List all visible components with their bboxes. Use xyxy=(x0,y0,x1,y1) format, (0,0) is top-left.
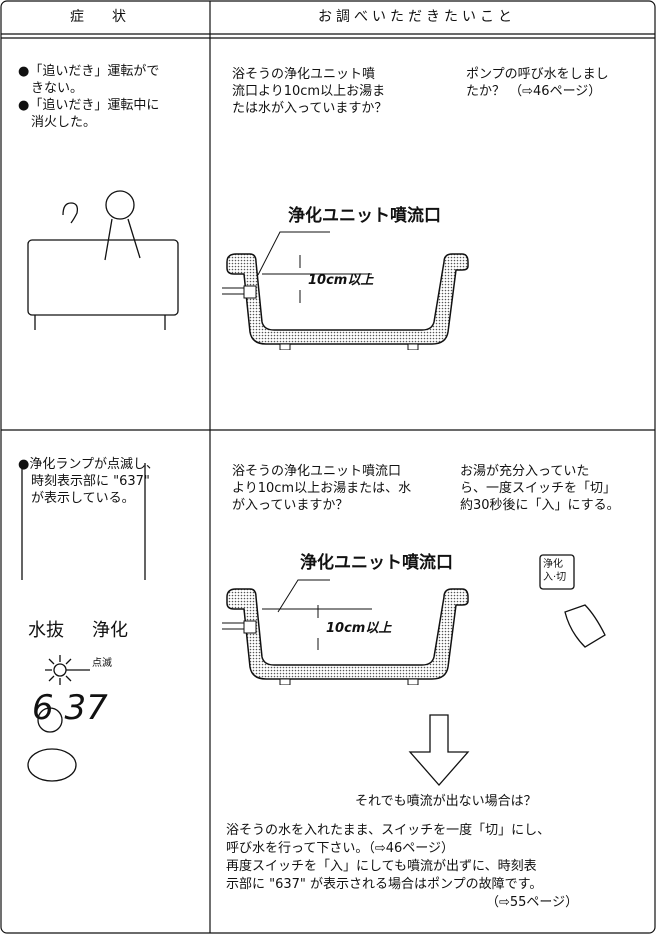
display-label: 浄化 xyxy=(92,620,128,641)
display-label: 水抜 xyxy=(28,620,64,641)
symptom: ●「追いだき」運転がで きない。 ●「追いだき」運転中に 消火した。 xyxy=(18,63,159,131)
text-line: 浴そうの浄化ユニット噴流口 xyxy=(232,464,402,479)
text-line: が表示している。 xyxy=(18,491,135,506)
check: ポンプの呼び水をしまし たか？ （⇨46ページ） xyxy=(466,66,609,100)
text-line: 時刻表示部に "637" xyxy=(18,474,150,489)
text-line: ら、一度スイッチを「切」 xyxy=(460,481,617,496)
text-line: 約30秒後に「入」にする。 xyxy=(460,498,620,513)
check: 浴そうの浄化ユニット噴 流口より10cm以上お湯ま たは水が入っていますか？ xyxy=(232,66,387,117)
text-line: 入·切 xyxy=(543,572,567,583)
text-line: ●浄化ランプが点滅し、 xyxy=(18,457,159,472)
text-line: たか？ （⇨46ページ） xyxy=(466,84,602,99)
text-line: 浴そうの水を入れたまま、スイッチを一度「切」にし、 xyxy=(226,823,551,838)
text-line: より10cm以上お湯または、水 xyxy=(232,481,412,496)
symptom: ●浄化ランプが点滅し、 時刻表示部に "637" が表示している。 xyxy=(18,456,159,507)
blink-label: 点滅 xyxy=(92,658,112,669)
text-line: （⇨55ページ） xyxy=(486,895,579,910)
text-line: ●「追いだき」運転中に xyxy=(18,98,160,113)
header-symptom: 症 状 xyxy=(70,9,126,25)
depth-label: 10cm以上 xyxy=(326,621,392,636)
text-line: 消火した。 xyxy=(18,115,97,130)
text-line: ●「追いだき」運転がで xyxy=(18,64,160,79)
diagram-label: 浄化ユニット噴流口 xyxy=(288,206,441,226)
text-line: きない。 xyxy=(18,81,84,96)
header-check: お調べいただきたいこと xyxy=(318,9,516,25)
depth-label: 10cm以上 xyxy=(308,273,374,288)
text-line: お湯が充分入っていた xyxy=(460,464,590,479)
text-line: が入っていますか？ xyxy=(232,498,349,513)
text-line: 呼び水を行って下さい。（⇨46ページ） xyxy=(226,841,455,856)
notes: 浴そうの水を入れたまま、スイッチを一度「切」にし、 呼び水を行って下さい。（⇨46… xyxy=(226,822,578,912)
question: それでも噴流が出ない場合は？ xyxy=(355,794,537,809)
text-line: 浄化 xyxy=(543,559,563,570)
down-arrow xyxy=(408,714,470,786)
text-line: 流口より10cm以上お湯ま xyxy=(232,84,386,99)
diagram-label: 浄化ユニット噴流口 xyxy=(300,553,453,573)
illustration xyxy=(21,190,606,782)
check: お湯が充分入っていたら、一度スイッチを「切」 約30秒後に「入」にする。 xyxy=(460,463,620,514)
text-line: 示部に "637" が表示される場合はポンプの故障です。 xyxy=(226,877,543,892)
switch-button: 浄化入·切 xyxy=(543,558,566,584)
bathtub xyxy=(222,588,469,685)
bathtub xyxy=(222,253,469,350)
text-line: 浴そうの浄化ユニット噴 xyxy=(232,67,376,82)
display-code: 6 37 xyxy=(32,688,108,728)
text-line: たは水が入っていますか？ xyxy=(232,101,388,116)
text-line: ポンプの呼び水をしまし xyxy=(466,67,609,82)
check: 浴そうの浄化ユニット噴流口 より10cm以上お湯または、水 が入っていますか？ xyxy=(232,463,411,514)
text-line: 再度スイッチを「入」にしても噴流が出ずに、時刻表 xyxy=(226,859,537,874)
